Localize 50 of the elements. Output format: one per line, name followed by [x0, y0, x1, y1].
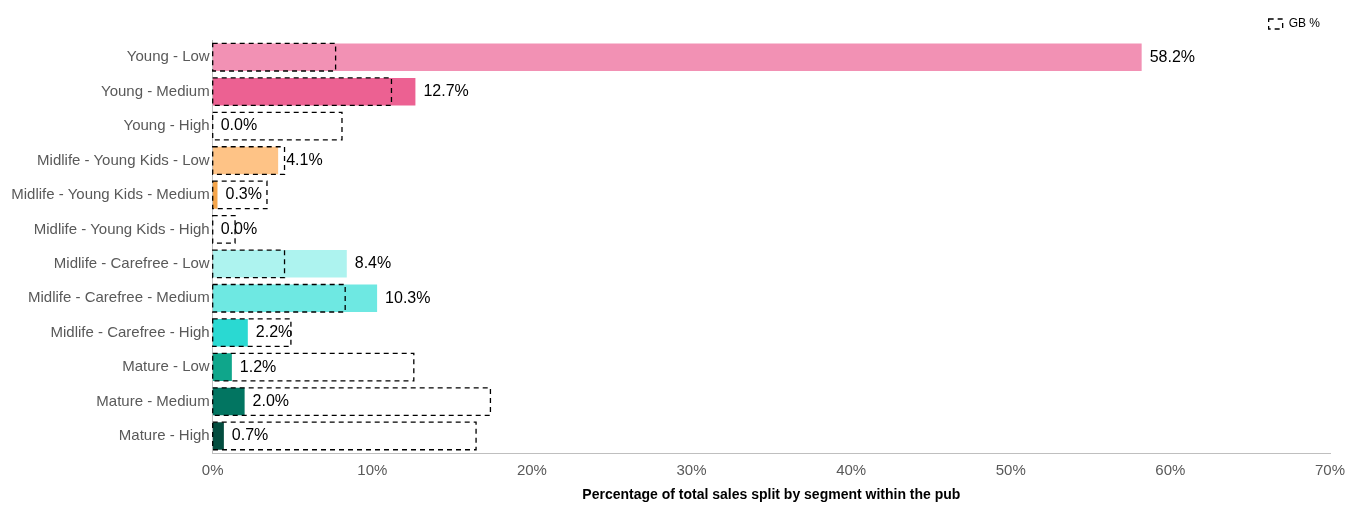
legend-label: GB % — [1288, 16, 1321, 31]
bar — [212, 421, 477, 451]
bar — [212, 387, 492, 416]
bar — [212, 250, 347, 278]
bar — [212, 42, 337, 72]
x-tick-label: 20% — [516, 461, 547, 479]
bar — [212, 422, 224, 450]
data-label: 1.2% — [239, 357, 277, 375]
y-tick-label: Midlife - Young Kids - Medium — [11, 185, 210, 203]
bar — [212, 43, 1142, 71]
bar — [212, 180, 268, 210]
y-tick-label: Midlife - Young Kids - Low — [37, 150, 210, 168]
y-tick-label: Mature - High — [118, 426, 210, 444]
x-tick-label: 70% — [1314, 461, 1346, 479]
x-tick-label: 10% — [357, 461, 388, 479]
data-label: 4.1% — [286, 150, 323, 168]
data-label: 0.3% — [225, 185, 262, 203]
bar — [212, 352, 415, 382]
y-tick-label: Midlife - Carefree - Low — [53, 253, 210, 271]
y-tick-label: Young - High — [123, 116, 210, 134]
bar — [212, 111, 343, 141]
bar — [212, 387, 245, 416]
data-label: 2.2% — [255, 323, 293, 341]
x-tick-label: 60% — [1155, 461, 1186, 479]
data-label: 2.0% — [252, 391, 290, 409]
x-axis-title: Percentage of total sales split by segment within the pub — [582, 486, 961, 503]
data-label: 0.0% — [220, 116, 258, 134]
bar — [212, 318, 292, 348]
bar — [212, 283, 346, 313]
x-tick-label: 0% — [201, 461, 224, 479]
x-tick-label: 40% — [836, 461, 867, 479]
y-tick-label: Midlife - Young Kids - High — [33, 219, 210, 237]
y-tick-label: Midlife - Carefree - Medium — [27, 288, 210, 306]
data-label: 10.3% — [385, 288, 431, 306]
bar — [212, 249, 286, 279]
x-tick-label: 50% — [995, 461, 1026, 479]
data-label: 8.4% — [354, 254, 392, 272]
bar — [212, 353, 232, 381]
data-label: 12.7% — [423, 82, 469, 100]
y-tick-label: Mature - Medium — [96, 391, 210, 409]
y-tick-label: Young - Low — [126, 47, 210, 65]
y-tick-label: Mature - Low — [122, 357, 210, 375]
bar — [212, 284, 378, 313]
y-tick-label: Young - Medium — [101, 81, 210, 99]
data-label: 0.7% — [231, 426, 269, 444]
data-label: 0.0% — [220, 219, 258, 237]
bar — [212, 318, 248, 347]
x-tick-label: 30% — [676, 461, 707, 479]
y-tick-label: Midlife - Carefree - High — [50, 322, 210, 340]
data-label: 58.2% — [1149, 47, 1196, 65]
